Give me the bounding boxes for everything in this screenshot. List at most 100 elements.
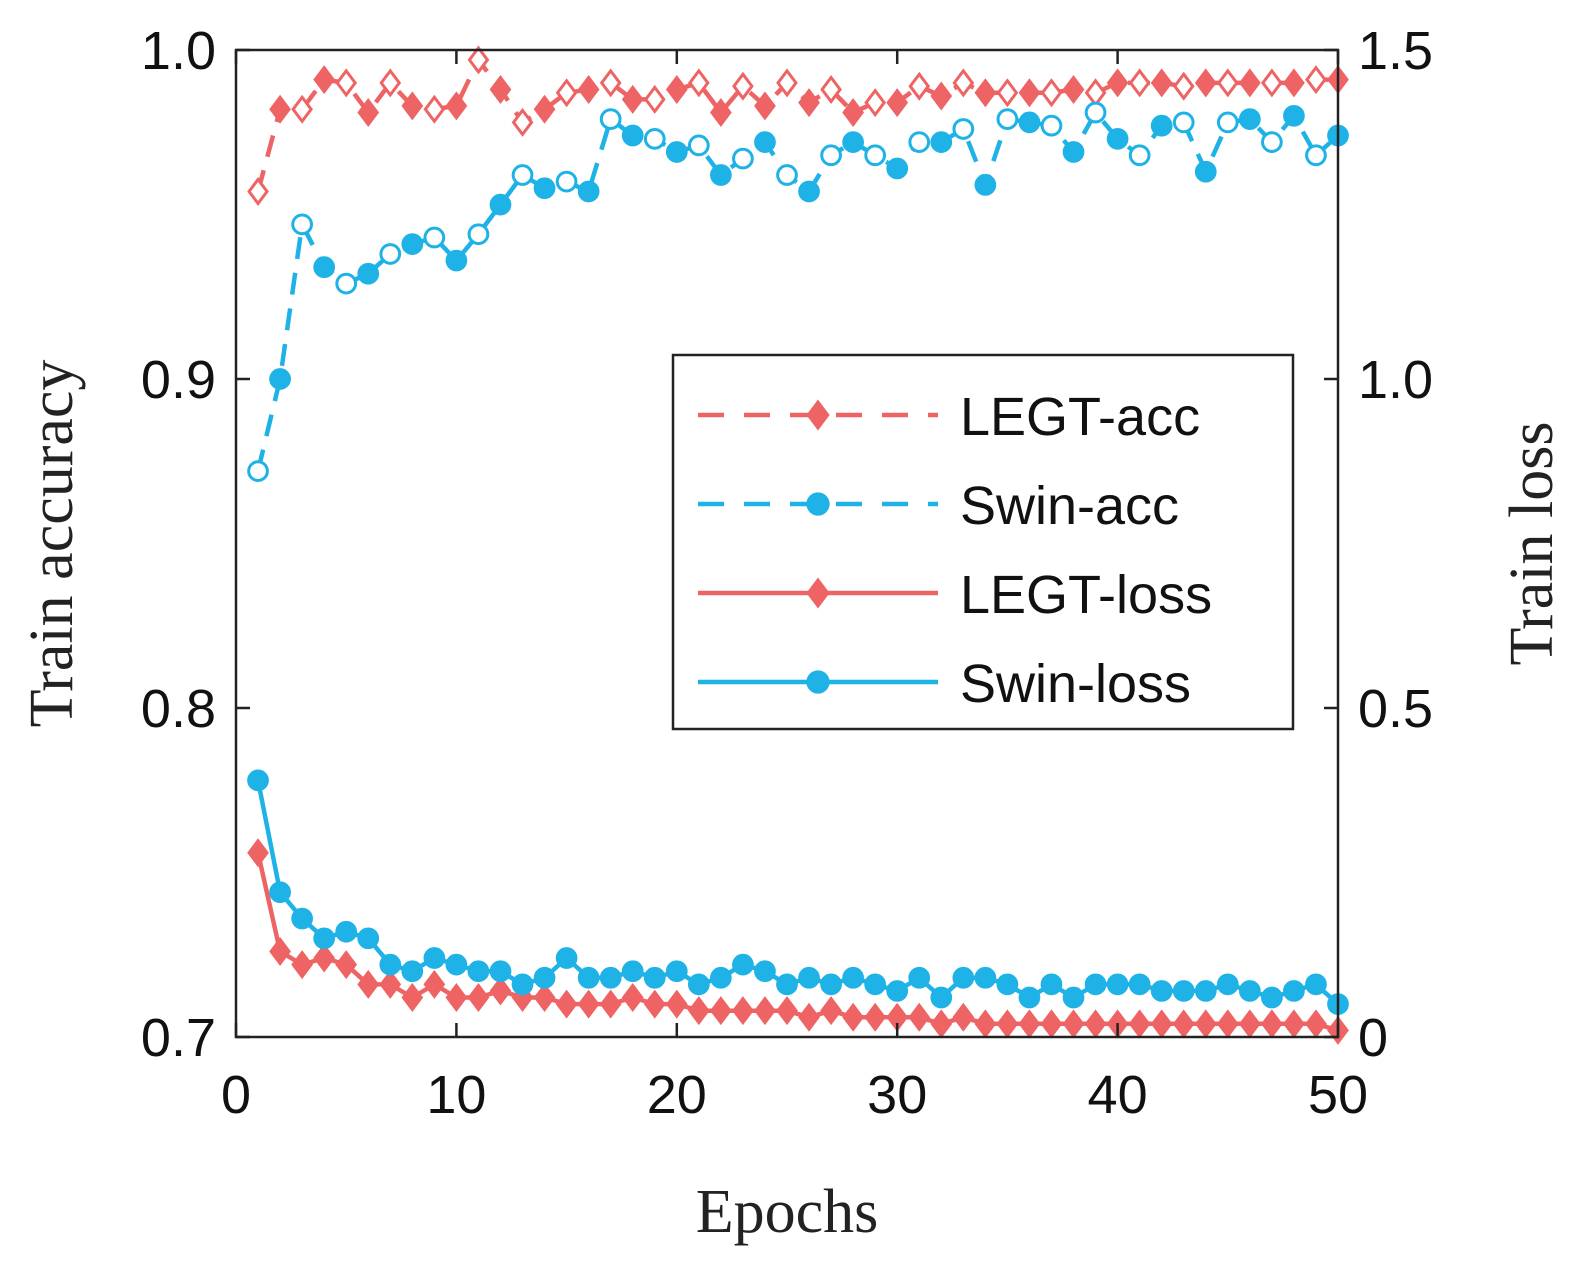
data-point-legt-loss xyxy=(621,983,644,1013)
data-point-swin-acc xyxy=(1106,127,1129,150)
series-swin-loss xyxy=(247,769,1349,1015)
legend-item-legt-acc: LEGT-acc xyxy=(698,387,1200,447)
data-point-legt-loss xyxy=(247,838,269,868)
data-point-legt-acc xyxy=(269,94,291,124)
data-point-swin-loss xyxy=(511,973,534,996)
data-point-swin-loss xyxy=(269,881,291,904)
data-point-legt-loss xyxy=(908,1002,931,1032)
data-point-swin-loss xyxy=(401,960,424,983)
data-point-swin-loss xyxy=(665,960,688,983)
data-point-legt-acc xyxy=(401,91,424,121)
data-point-swin-loss xyxy=(467,960,490,983)
data-point-legt-acc xyxy=(621,84,644,114)
series-legt-acc xyxy=(247,45,1349,206)
data-point-swin-loss xyxy=(1283,980,1305,1002)
legend-marker xyxy=(806,492,830,516)
data-point-swin-loss xyxy=(423,947,446,969)
data-point-legt-acc xyxy=(1194,68,1217,98)
data-point-legt-loss xyxy=(1040,1009,1063,1039)
data-point-legt-acc xyxy=(864,88,887,118)
data-point-legt-acc xyxy=(710,98,732,128)
x-tick-label: 10 xyxy=(426,1065,486,1125)
data-point-legt-loss xyxy=(1018,1009,1041,1039)
data-point-swin-loss xyxy=(1062,986,1085,1009)
data-point-legt-acc xyxy=(291,94,313,124)
legend-label: Swin-loss xyxy=(960,654,1191,714)
data-point-swin-loss xyxy=(643,966,666,989)
data-point-legt-acc xyxy=(974,78,997,108)
data-point-swin-acc xyxy=(687,134,710,157)
data-point-legt-acc xyxy=(1238,68,1261,98)
data-point-legt-acc xyxy=(1062,74,1085,104)
series-line-legt-loss xyxy=(255,852,1339,1033)
data-point-legt-acc xyxy=(1084,78,1107,108)
data-point-swin-acc xyxy=(643,127,666,150)
data-point-legt-acc xyxy=(467,45,490,75)
data-point-swin-acc xyxy=(379,243,402,265)
data-point-swin-acc xyxy=(1084,101,1107,124)
data-point-legt-acc xyxy=(489,74,512,104)
data-point-swin-acc xyxy=(1018,111,1041,134)
data-point-swin-acc xyxy=(1194,160,1217,183)
series-legt-loss xyxy=(247,838,1349,1045)
data-point-legt-acc xyxy=(379,68,402,98)
data-point-legt-acc xyxy=(1150,68,1173,98)
data-point-swin-acc xyxy=(1238,108,1261,130)
legend: LEGT-acc Swin-acc LEGT-loss Swin-loss xyxy=(671,353,1295,731)
x-tick-label: 50 xyxy=(1308,1065,1368,1125)
data-point-swin-loss xyxy=(952,966,975,989)
data-point-swin-loss xyxy=(1128,973,1151,996)
data-point-legt-loss xyxy=(1172,1009,1195,1039)
data-point-swin-loss xyxy=(776,973,798,996)
data-point-legt-acc xyxy=(423,94,446,124)
data-point-legt-acc xyxy=(577,74,600,104)
data-point-swin-loss xyxy=(996,973,1019,996)
data-point-legt-loss xyxy=(842,1002,864,1032)
data-point-swin-loss xyxy=(1150,980,1173,1002)
data-point-legt-acc xyxy=(1261,68,1283,98)
data-point-swin-acc xyxy=(1172,111,1195,134)
data-point-legt-acc xyxy=(599,68,622,98)
data-point-legt-acc xyxy=(665,74,688,104)
data-point-swin-loss xyxy=(533,966,556,989)
data-point-legt-loss xyxy=(335,950,358,980)
data-point-swin-acc xyxy=(313,256,336,279)
data-point-legt-acc xyxy=(1128,68,1151,98)
data-point-swin-loss xyxy=(555,947,578,969)
data-point-legt-acc xyxy=(908,71,931,101)
data-point-swin-acc xyxy=(952,118,975,140)
data-point-swin-acc xyxy=(599,108,622,130)
data-point-swin-loss xyxy=(1172,980,1195,1002)
data-point-swin-loss xyxy=(445,953,468,976)
data-point-legt-loss xyxy=(820,996,842,1026)
data-point-legt-acc xyxy=(732,71,754,101)
data-point-legt-loss xyxy=(599,989,622,1019)
data-point-swin-acc xyxy=(269,368,291,390)
data-point-legt-acc xyxy=(1305,65,1327,95)
data-point-swin-acc xyxy=(842,131,864,153)
data-point-swin-acc xyxy=(930,131,953,153)
data-point-legt-loss xyxy=(665,989,688,1019)
data-point-swin-acc xyxy=(820,144,842,167)
data-point-swin-acc xyxy=(335,272,358,295)
data-point-legt-acc xyxy=(1018,78,1041,108)
data-point-legt-loss xyxy=(710,996,732,1026)
y-left-axis-title: Train accuracy xyxy=(18,360,86,728)
data-point-legt-loss xyxy=(555,989,578,1019)
data-point-swin-loss xyxy=(1305,973,1327,996)
data-point-swin-acc xyxy=(710,164,732,186)
data-point-legt-loss xyxy=(269,936,291,966)
data-point-swin-acc xyxy=(1062,141,1085,163)
data-point-swin-acc xyxy=(798,180,820,203)
data-point-swin-acc xyxy=(445,249,468,272)
data-point-swin-acc xyxy=(621,124,644,147)
x-tick-label: 20 xyxy=(647,1065,707,1125)
data-point-swin-acc xyxy=(996,108,1019,130)
data-point-swin-loss xyxy=(842,966,864,989)
data-point-legt-acc xyxy=(820,74,842,104)
data-point-swin-loss xyxy=(1084,973,1107,996)
data-point-swin-acc xyxy=(864,144,887,167)
data-point-swin-loss xyxy=(754,960,776,983)
legend-label: Swin-acc xyxy=(960,476,1179,536)
ticks-layer: 0 10 20 30 40 50 0.7 0.8 0.9 1.0 0 0.5 1.0 1.5 xyxy=(141,21,1433,1125)
